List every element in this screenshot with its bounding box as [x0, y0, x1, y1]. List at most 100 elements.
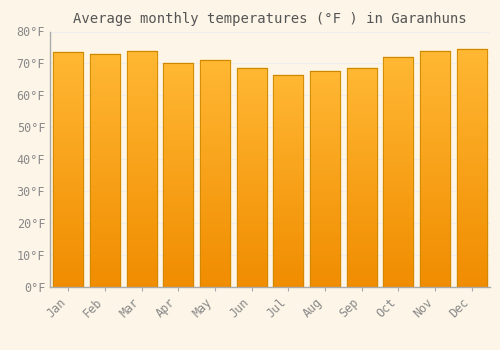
Bar: [126, 77, 156, 79]
Bar: [236, 217, 266, 219]
Bar: [384, 262, 414, 264]
Bar: [384, 234, 414, 236]
Bar: [54, 76, 84, 78]
Bar: [456, 244, 486, 246]
Bar: [420, 252, 450, 254]
Bar: [384, 197, 414, 199]
Bar: [384, 259, 414, 262]
Bar: [200, 124, 230, 126]
Bar: [90, 154, 120, 156]
Bar: [90, 166, 120, 168]
Bar: [420, 117, 450, 119]
Bar: [346, 125, 376, 127]
Bar: [54, 151, 84, 153]
Bar: [310, 272, 340, 274]
Bar: [126, 133, 156, 136]
Bar: [164, 92, 194, 95]
Bar: [420, 82, 450, 84]
Bar: [90, 208, 120, 210]
Bar: [200, 201, 230, 203]
Bar: [54, 214, 84, 217]
Bar: [90, 257, 120, 259]
Bar: [54, 71, 84, 74]
Bar: [346, 256, 376, 259]
Bar: [200, 167, 230, 169]
Bar: [126, 67, 156, 70]
Bar: [384, 181, 414, 183]
Bar: [236, 105, 266, 107]
Bar: [346, 167, 376, 169]
Bar: [274, 204, 304, 206]
Bar: [90, 173, 120, 175]
Bar: [200, 88, 230, 90]
Bar: [310, 136, 340, 138]
Bar: [456, 273, 486, 275]
Bar: [310, 207, 340, 209]
Bar: [54, 184, 84, 186]
Bar: [200, 224, 230, 226]
Bar: [310, 196, 340, 198]
Bar: [274, 189, 304, 191]
Bar: [420, 100, 450, 103]
Bar: [420, 275, 450, 278]
Bar: [126, 275, 156, 278]
Bar: [346, 127, 376, 130]
Bar: [274, 115, 304, 117]
Bar: [274, 90, 304, 92]
Bar: [90, 278, 120, 280]
Bar: [310, 248, 340, 250]
Bar: [200, 69, 230, 72]
Bar: [310, 166, 340, 168]
Bar: [346, 202, 376, 204]
Bar: [274, 102, 304, 104]
Bar: [54, 191, 84, 193]
Bar: [310, 261, 340, 263]
Bar: [274, 119, 304, 121]
Bar: [384, 165, 414, 167]
Bar: [200, 178, 230, 180]
Bar: [126, 190, 156, 192]
Bar: [274, 98, 304, 100]
Bar: [90, 147, 120, 149]
Bar: [346, 160, 376, 162]
Bar: [54, 125, 84, 127]
Bar: [164, 274, 194, 276]
Bar: [456, 168, 486, 170]
Bar: [420, 140, 450, 143]
Bar: [384, 138, 414, 140]
Bar: [274, 185, 304, 187]
Bar: [54, 92, 84, 94]
Bar: [274, 223, 304, 225]
Bar: [126, 84, 156, 86]
Bar: [54, 266, 84, 268]
Bar: [456, 280, 486, 282]
Bar: [236, 138, 266, 140]
Bar: [420, 84, 450, 86]
Bar: [384, 223, 414, 225]
Bar: [274, 147, 304, 149]
Bar: [420, 72, 450, 74]
Bar: [90, 93, 120, 96]
Bar: [310, 158, 340, 160]
Bar: [164, 238, 194, 240]
Bar: [384, 204, 414, 206]
Bar: [90, 215, 120, 217]
Bar: [126, 280, 156, 282]
Bar: [126, 193, 156, 195]
Bar: [346, 130, 376, 132]
Bar: [310, 78, 340, 80]
Bar: [54, 226, 84, 228]
Bar: [310, 220, 340, 222]
Bar: [420, 244, 450, 247]
Bar: [274, 213, 304, 215]
Bar: [346, 280, 376, 282]
Bar: [420, 98, 450, 100]
Bar: [164, 245, 194, 247]
Bar: [420, 155, 450, 157]
Bar: [54, 94, 84, 97]
Bar: [310, 283, 340, 285]
Bar: [420, 259, 450, 261]
Bar: [236, 270, 266, 272]
Bar: [54, 165, 84, 167]
Bar: [274, 108, 304, 111]
